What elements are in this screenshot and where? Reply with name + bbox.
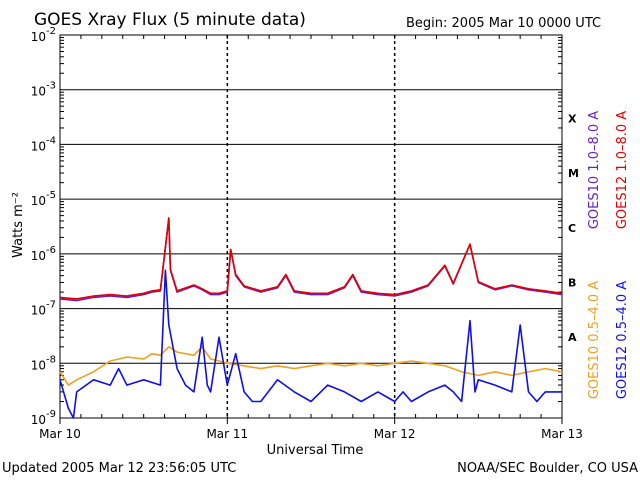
x-axis-label: Universal Time <box>267 443 364 458</box>
flare-class-label: X <box>568 112 577 125</box>
plot-frame <box>59 34 563 419</box>
y-tick-label: 10-3 <box>31 81 56 99</box>
x-tick-label: Mar 10 <box>39 427 81 441</box>
legend-label: GOES10 1.0–8.0 A <box>587 111 602 229</box>
series-line-3 <box>59 269 562 419</box>
y-tick-label: 10-6 <box>31 245 56 263</box>
begin-label: Begin: 2005 Mar 10 0000 UTC <box>406 16 601 31</box>
flare-class-label: M <box>568 167 579 180</box>
x-tick-label: Mar 13 <box>541 427 583 441</box>
legend-label: GOES12 1.0–8.0 A <box>615 111 630 229</box>
x-tick-label: Mar 12 <box>374 427 416 441</box>
flare-class-label: B <box>568 276 576 289</box>
series-line-2 <box>59 346 563 386</box>
x-tick-label: Mar 11 <box>206 427 248 441</box>
chart-title: GOES Xray Flux (5 minute data) <box>34 10 306 30</box>
y-tick-label: 10-8 <box>31 354 56 372</box>
y-tick-label: 10-7 <box>31 300 56 318</box>
y-tick-label: 10-4 <box>31 135 56 153</box>
credit-label: NOAA/SEC Boulder, CO USA <box>457 461 638 476</box>
y-tick-label: 10-5 <box>31 190 56 208</box>
series-line-0 <box>59 217 563 302</box>
flare-class-label: A <box>568 331 577 344</box>
legend-label: GOES12 0.5–4.0 A <box>615 281 630 399</box>
series-line-1 <box>59 217 563 300</box>
flare-class-label: C <box>568 222 576 235</box>
y-tick-label: 10-9 <box>31 409 56 427</box>
plot-area: 10-9 10-8 10-7 10-6 10-5 10-4 10-3 10-2 Mar 10 Ma… <box>31 26 630 441</box>
updated-label: Updated 2005 Mar 12 23:56:05 UTC <box>2 461 236 476</box>
y-axis-label: Watts m⁻² <box>11 192 26 258</box>
legend-label: GOES10 0.5–4.0 A <box>587 281 602 399</box>
y-tick-label: 10-2 <box>31 26 56 44</box>
